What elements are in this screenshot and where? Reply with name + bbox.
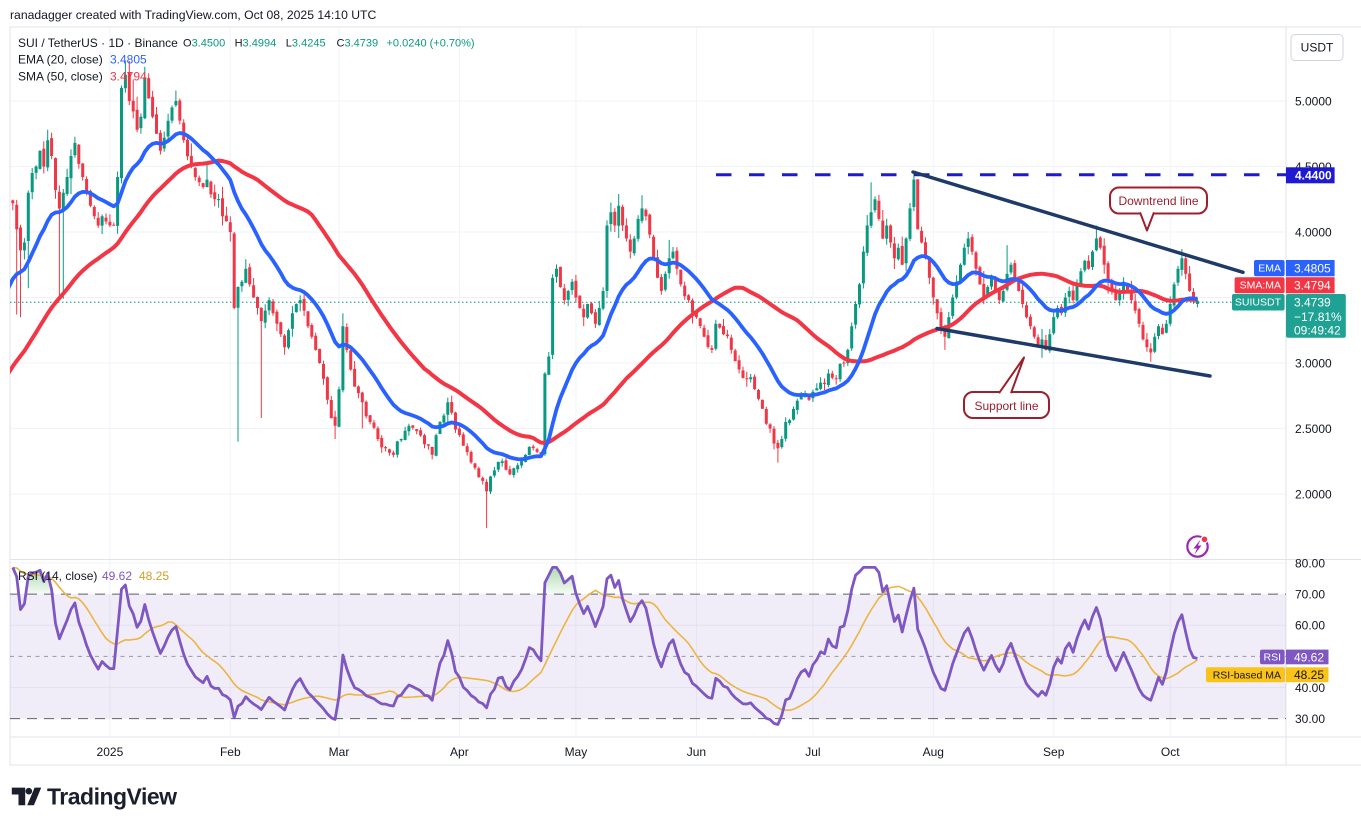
svg-text:May: May <box>565 745 588 759</box>
svg-text:60.00: 60.00 <box>1295 619 1325 633</box>
svg-text:3.4794: 3.4794 <box>1294 279 1331 293</box>
svg-text:C3.4739: C3.4739 <box>337 38 379 50</box>
svg-text:+0.0240 (+0.70%): +0.0240 (+0.70%) <box>387 38 475 50</box>
svg-text:−17.81%: −17.81% <box>1294 310 1342 324</box>
svg-text:49.62: 49.62 <box>1294 650 1324 664</box>
svg-text:Downtrend line: Downtrend line <box>1118 194 1198 208</box>
svg-text:Feb: Feb <box>220 745 241 759</box>
svg-text:09:49:42: 09:49:42 <box>1294 324 1341 338</box>
svg-text:3.4794: 3.4794 <box>110 70 147 84</box>
svg-text:RSI-based MA: RSI-based MA <box>1213 670 1281 682</box>
svg-text:SUIUSDT: SUIUSDT <box>1235 297 1282 309</box>
svg-text:TradingView: TradingView <box>47 784 177 810</box>
svg-text:2025: 2025 <box>97 745 124 759</box>
svg-text:Jul: Jul <box>805 745 820 759</box>
svg-text:30.00: 30.00 <box>1295 712 1325 726</box>
svg-text:RSI (14, close): RSI (14, close) <box>18 569 97 583</box>
svg-text:2.5000: 2.5000 <box>1295 422 1332 436</box>
svg-text:Sep: Sep <box>1043 745 1065 759</box>
svg-text:SMA (50, close): SMA (50, close) <box>18 70 103 84</box>
svg-text:70.00: 70.00 <box>1295 588 1325 602</box>
svg-text:3.4805: 3.4805 <box>1294 262 1331 276</box>
svg-text:Support line: Support line <box>974 399 1038 413</box>
svg-text:EMA: EMA <box>1258 263 1281 275</box>
svg-text:SMA:MA: SMA:MA <box>1240 280 1281 292</box>
svg-text:49.62: 49.62 <box>102 569 132 583</box>
svg-text:4.4400: 4.4400 <box>1295 169 1332 183</box>
svg-text:L3.4245: L3.4245 <box>286 38 326 50</box>
svg-text:SUI / TetherUS · 1D · Binance: SUI / TetherUS · 1D · Binance <box>18 36 178 50</box>
svg-text:80.00: 80.00 <box>1295 557 1325 571</box>
svg-text:O3.4500: O3.4500 <box>183 38 225 50</box>
svg-text:Oct: Oct <box>1161 745 1180 759</box>
svg-text:EMA (20, close): EMA (20, close) <box>18 53 103 67</box>
svg-text:4.0000: 4.0000 <box>1295 226 1332 240</box>
svg-text:Jun: Jun <box>687 745 706 759</box>
svg-text:Aug: Aug <box>923 745 944 759</box>
svg-text:3.4739: 3.4739 <box>1294 296 1331 310</box>
svg-text:48.25: 48.25 <box>1294 668 1324 682</box>
svg-text:USDT: USDT <box>1301 41 1334 55</box>
svg-text:ranadagger created with Tradin: ranadagger created with TradingView.com,… <box>10 8 376 22</box>
svg-text:48.25: 48.25 <box>139 569 169 583</box>
svg-text:5.0000: 5.0000 <box>1295 95 1332 109</box>
svg-text:40.00: 40.00 <box>1295 681 1325 695</box>
svg-text:Mar: Mar <box>329 745 350 759</box>
svg-text:RSI: RSI <box>1263 652 1281 664</box>
svg-text:H3.4994: H3.4994 <box>235 38 277 50</box>
svg-text:2.0000: 2.0000 <box>1295 488 1332 502</box>
svg-text:3.4805: 3.4805 <box>110 53 147 67</box>
svg-text:3.0000: 3.0000 <box>1295 357 1332 371</box>
svg-text:Apr: Apr <box>450 745 469 759</box>
